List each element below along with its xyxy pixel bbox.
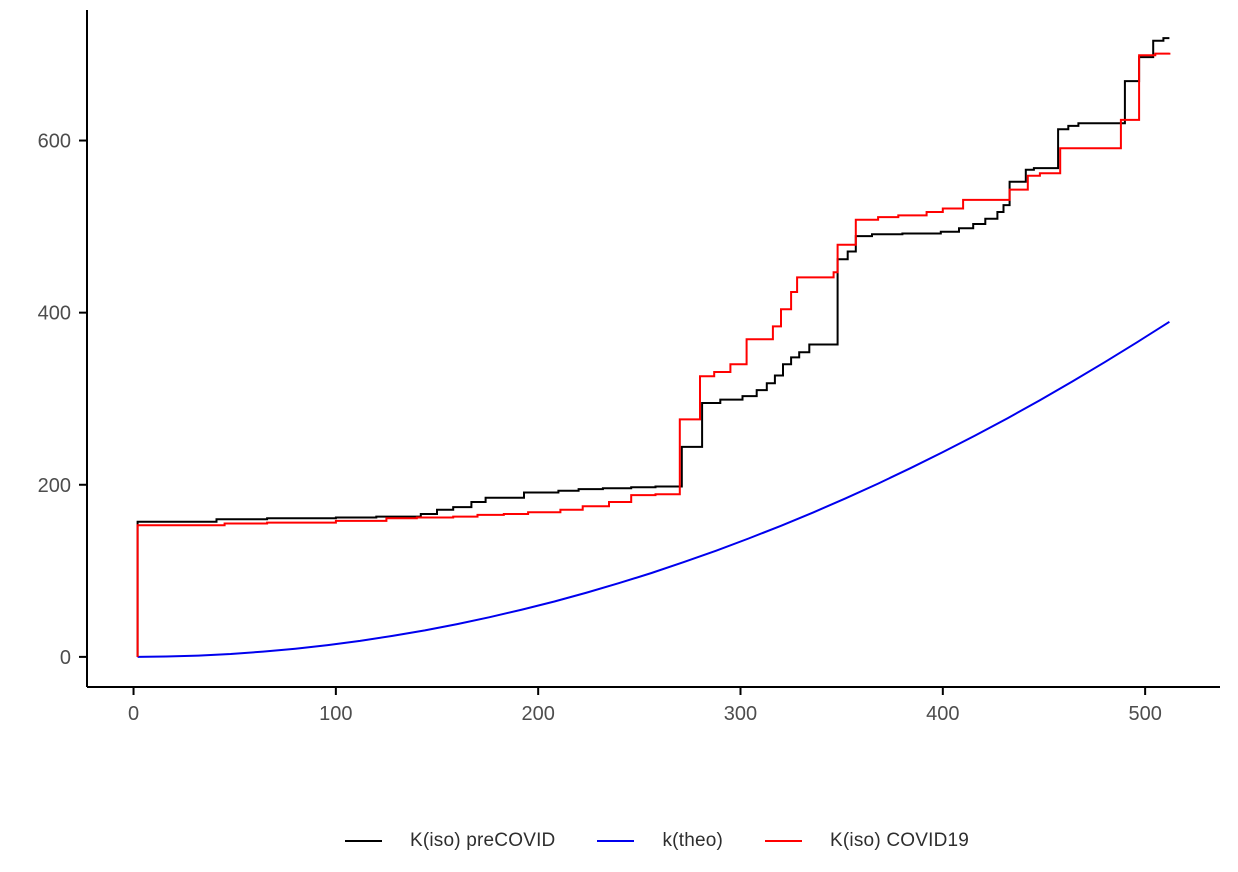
- series-line-k-theo-: [137, 320, 1170, 658]
- series-line-k-iso-precovid: [136, 37, 1170, 657]
- series-line-k-iso-covid19: [136, 52, 1171, 657]
- x-tick-label: 200: [521, 703, 554, 725]
- x-tick-label: 500: [1128, 703, 1161, 725]
- y-tick-label: 600: [38, 131, 71, 153]
- legend: K(iso) preCOVID k(theo) K(iso) COVID19: [38, 830, 1238, 852]
- x-tick-label: 100: [319, 703, 352, 725]
- legend-item-kiso-covid19: K(iso) COVID19: [765, 830, 969, 852]
- plot-area: 0 200 400 600 0 100 200 300 400 500: [38, 10, 1220, 725]
- y-tick-label: 200: [38, 475, 71, 497]
- legend-line-swatch-red: [765, 840, 803, 842]
- legend-item-kiso-precovid: K(iso) preCOVID: [344, 830, 556, 852]
- x-tick-label: 0: [128, 703, 139, 725]
- y-tick-label: 0: [60, 647, 71, 669]
- legend-label-ktheo: k(theo): [662, 830, 724, 851]
- legend-label-kiso-precovid: K(iso) preCOVID: [409, 830, 556, 851]
- legend-line-swatch-blue: [597, 840, 635, 842]
- y-tick-label: 400: [38, 303, 71, 325]
- legend-line-swatch-black: [344, 840, 382, 842]
- legend-item-ktheo: k(theo): [597, 830, 723, 852]
- legend-label-kiso-covid19: K(iso) COVID19: [830, 830, 970, 851]
- x-tick-label: 400: [926, 703, 959, 725]
- x-tick-label: 300: [724, 703, 757, 725]
